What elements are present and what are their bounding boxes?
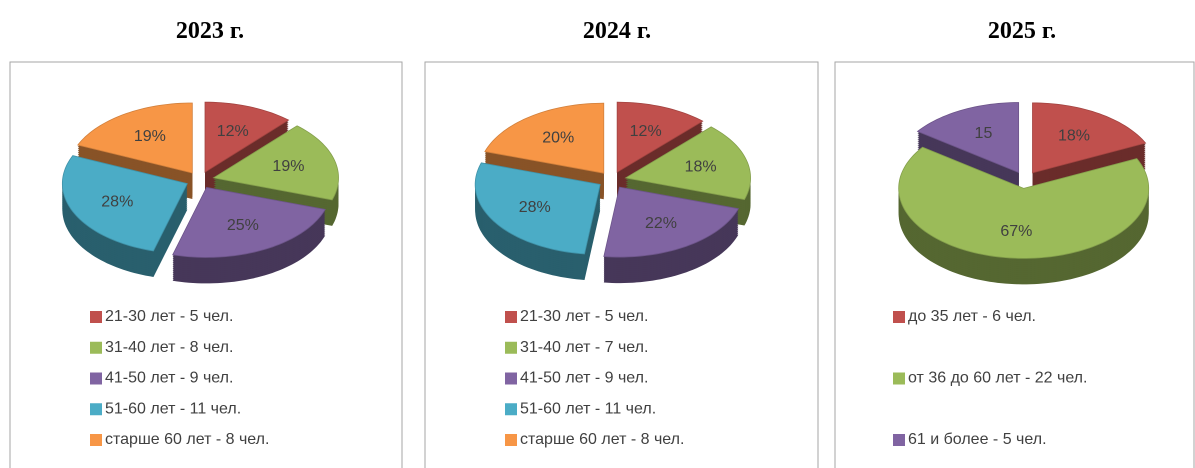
legend-label: старше 60 лет - 8 чел. [520, 431, 684, 448]
legend-swatch [90, 311, 102, 323]
chart-title: 2024 г. [583, 18, 651, 44]
slice [484, 102, 605, 174]
data-label: 28% [519, 199, 551, 216]
data-label: 22% [645, 215, 677, 232]
slice [916, 102, 1020, 174]
panel-border [424, 61, 819, 468]
data-label: 20% [542, 129, 574, 146]
data-label: 67% [1000, 223, 1032, 240]
slice [204, 101, 290, 173]
legend-label: 41-50 лет - 9 чел. [520, 370, 648, 387]
legend-swatch [90, 403, 102, 416]
slice [898, 146, 1150, 259]
legend-label: 31-40 лет - 7 чел. [520, 339, 648, 356]
legend-label: до 35 лет - 6 чел. [908, 308, 1036, 325]
legend-label: от 36 до 60 лет - 22 чел. [908, 370, 1087, 387]
data-label: 19% [134, 128, 166, 145]
slice [77, 102, 193, 174]
chart-title: 2025 г. [988, 18, 1056, 44]
legend-swatch [893, 434, 905, 446]
legend-swatch [90, 372, 102, 385]
data-label: 18% [685, 158, 717, 175]
slice [61, 155, 188, 252]
legend-label: 61 и более - 5 чел. [908, 431, 1047, 448]
legend-swatch [893, 311, 905, 323]
slice [603, 186, 740, 258]
data-label: 12% [630, 123, 662, 140]
panel-border [9, 61, 403, 468]
data-label: 19% [272, 158, 304, 175]
data-label: 28% [101, 193, 133, 210]
slice [616, 101, 704, 173]
legend-label: 51-60 лет - 11 чел. [105, 400, 241, 417]
legend-label: 21-30 лет - 5 чел. [520, 308, 648, 325]
slice [624, 126, 751, 200]
slice [474, 162, 601, 255]
legend-swatch [893, 372, 905, 385]
slice [172, 186, 326, 258]
legend-label: 31-40 лет - 8 чел. [105, 339, 233, 356]
legend-swatch [505, 434, 517, 446]
chart-title: 2023 г. [176, 18, 244, 44]
data-label: 12% [217, 123, 249, 140]
data-label: 25% [227, 217, 259, 234]
legend-swatch [505, 311, 517, 323]
legend-label: 41-50 лет - 9 чел. [105, 370, 233, 387]
slice [212, 125, 339, 201]
data-label: 15 [975, 125, 993, 142]
legend-label: старше 60 лет - 8 чел. [105, 431, 269, 448]
legend-swatch [90, 434, 102, 446]
data-label: 18% [1058, 127, 1090, 144]
legend-swatch [505, 403, 517, 416]
legend-label: 51-60 лет - 11 чел. [520, 400, 656, 417]
slice [1032, 102, 1147, 174]
legend-label: 21-30 лет - 5 чел. [105, 308, 233, 325]
legend-swatch [505, 372, 517, 385]
legend-swatch [505, 341, 517, 354]
legend-swatch [90, 341, 102, 354]
panel-border [834, 61, 1195, 468]
